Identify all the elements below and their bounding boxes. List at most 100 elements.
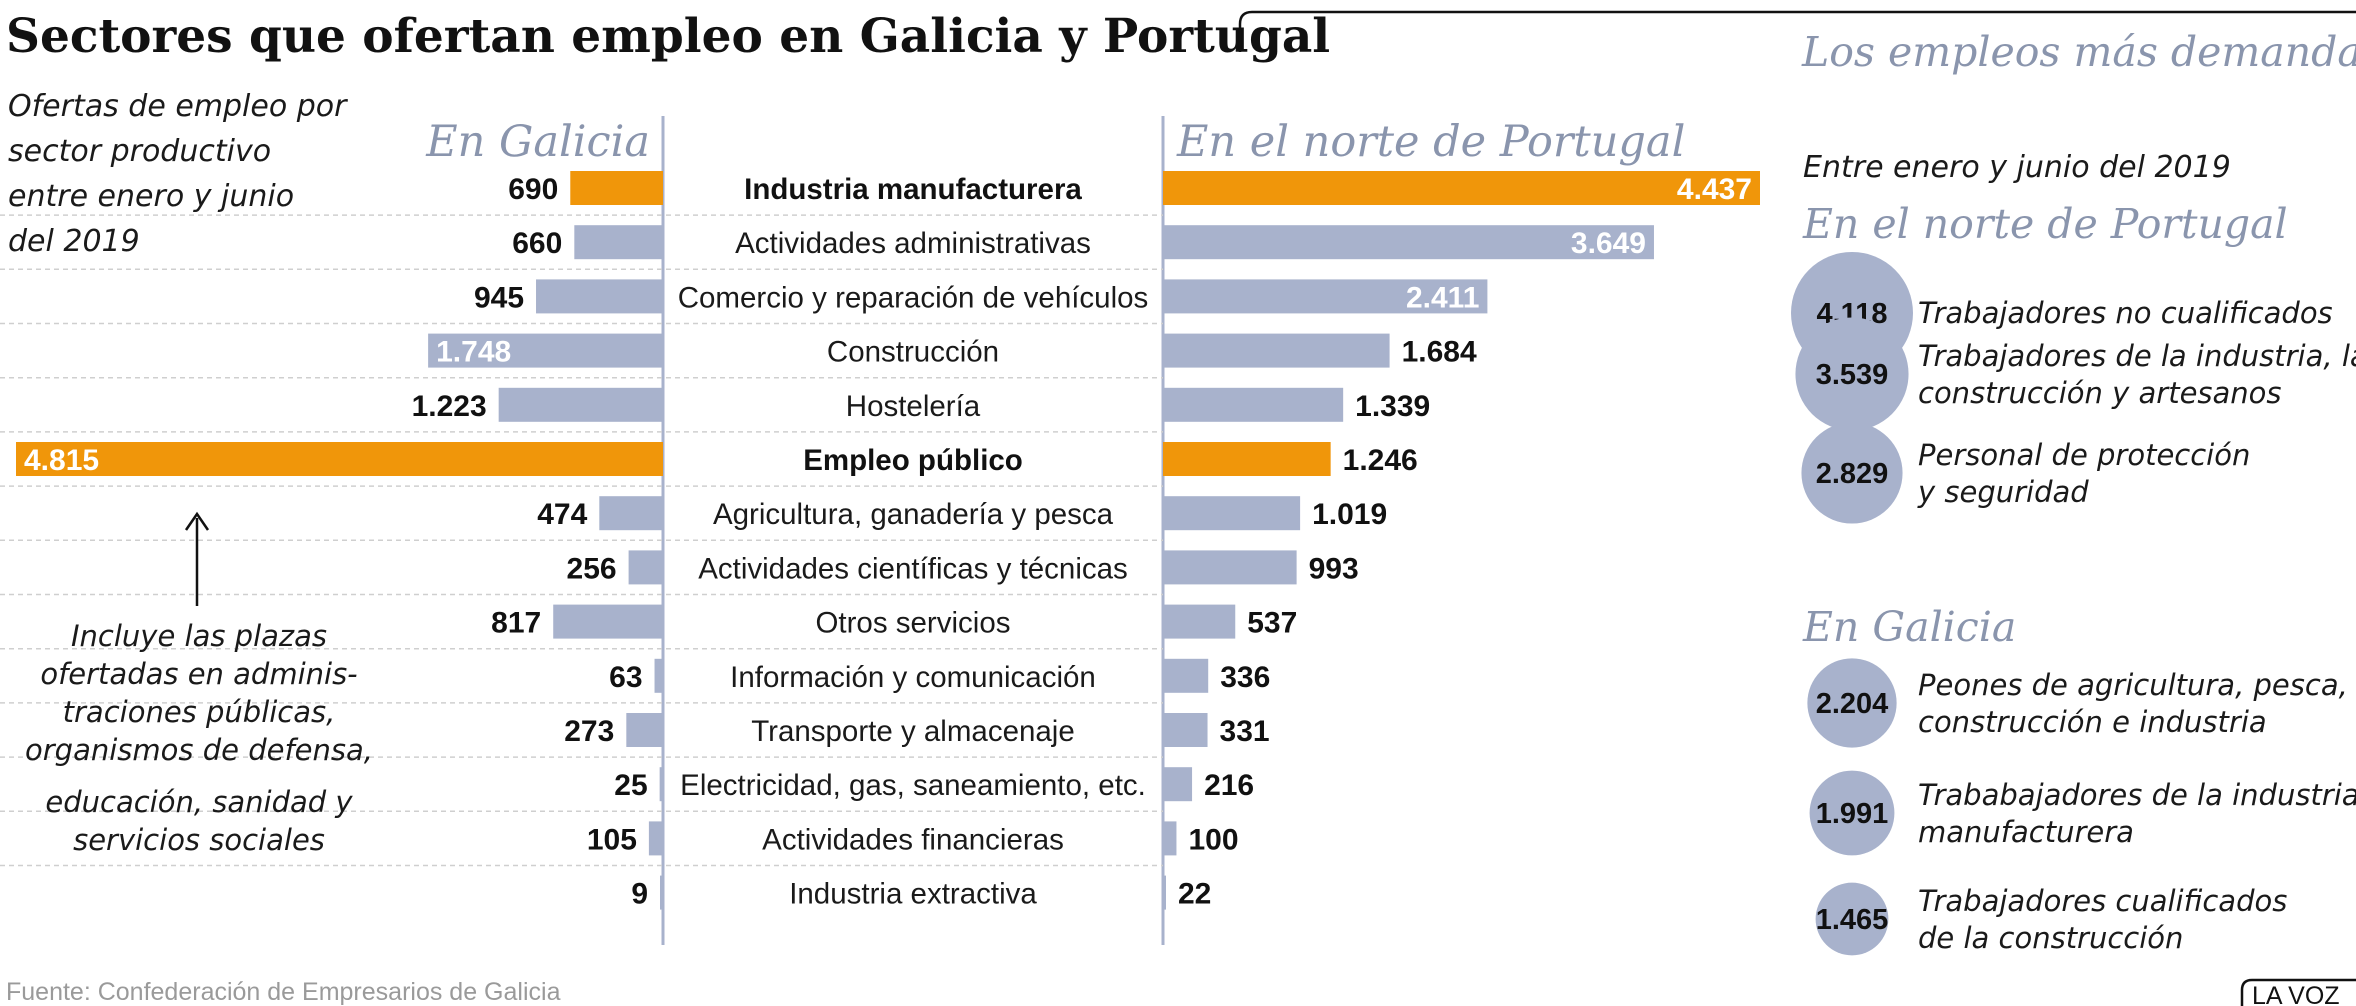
title-bracket <box>1238 10 2356 52</box>
category-label: Empleo público <box>803 444 1023 477</box>
annotation-line: organismos de defensa, <box>25 733 373 767</box>
value-label-galicia: 25 <box>614 769 647 802</box>
bar-portugal <box>1163 604 1236 639</box>
value-label-portugal: 1.339 <box>1355 390 1430 423</box>
bar-portugal <box>1163 821 1177 856</box>
value-label-galicia: 105 <box>587 823 637 856</box>
bar-portugal <box>1163 387 1344 422</box>
value-label-portugal: 3.649 <box>1571 227 1646 260</box>
value-label-portugal: 993 <box>1309 552 1359 585</box>
bubble-value-label: 1.991 <box>1816 798 1889 830</box>
category-label: Otros servicios <box>815 607 1010 640</box>
category-label: Comercio y reparación de vehículos <box>678 281 1149 314</box>
annotation-line: traciones públicas, <box>63 695 336 729</box>
category-label: Construcción <box>827 336 999 369</box>
value-label-galicia: 690 <box>508 173 558 206</box>
bar-portugal <box>1163 496 1301 531</box>
subtitle-line: del 2019 <box>8 224 140 259</box>
bubble-description: de la construcción <box>1918 921 2183 955</box>
value-label-portugal: 1.684 <box>1402 336 1477 369</box>
category-label: Agricultura, ganadería y pesca <box>713 498 1114 531</box>
bar-galicia <box>428 333 663 368</box>
bubble <box>1801 422 1903 524</box>
bar-galicia <box>626 713 663 747</box>
bubble-value-label: 2.204 <box>1816 688 1889 720</box>
bubble-description: Trabajadores de la industria, la <box>1918 339 2356 373</box>
bar-portugal <box>1163 279 1488 314</box>
left-series-header: En Galicia <box>425 117 650 167</box>
subtitle-line: entre enero y junio <box>8 179 294 214</box>
arrow-up-icon <box>184 511 210 531</box>
bar-portugal <box>1163 767 1193 802</box>
bubble-group-galicia-heading: En Galicia <box>1802 603 2016 651</box>
bubble <box>1795 317 1909 431</box>
category-label: Hostelería <box>846 390 981 423</box>
bar-galicia <box>599 496 663 531</box>
subtitle-line: sector productivo <box>8 134 271 169</box>
bubble <box>1807 658 1897 748</box>
bar-portugal <box>1163 225 1654 260</box>
bubble-group-portugal-heading: En el norte de Portugal <box>1802 200 2288 248</box>
bubble-description: y seguridad <box>1917 475 2089 509</box>
value-label-portugal: 216 <box>1204 769 1254 802</box>
value-label-galicia: 1.223 <box>412 390 487 423</box>
category-label: Información y comunicación <box>730 661 1096 694</box>
side-panel-title: Los empleos más demandados <box>1801 28 2356 76</box>
bar-portugal <box>1163 550 1297 585</box>
bubble-value-label: 1.465 <box>1816 904 1889 936</box>
bubble-description: construcción e industria <box>1918 705 2267 739</box>
brand-logo: LA VOZ <box>2252 982 2340 1006</box>
category-label: Industria extractiva <box>789 878 1037 911</box>
category-label: Actividades administrativas <box>735 227 1091 260</box>
bar-galicia <box>498 387 663 422</box>
value-label-portugal: 4.437 <box>1677 173 1752 206</box>
bar-portugal <box>1163 875 1166 910</box>
bubble <box>1809 770 1895 856</box>
value-label-portugal: 22 <box>1178 878 1211 911</box>
bubble-description: Peones de agricultura, pesca, <box>1918 668 2348 702</box>
category-label: Electricidad, gas, saneamiento, etc. <box>680 769 1146 802</box>
value-label-galicia: 9 <box>631 878 648 911</box>
bar-galicia <box>628 550 663 585</box>
bar-galicia <box>659 767 663 802</box>
value-label-portugal: 100 <box>1188 823 1238 856</box>
value-label-galicia: 660 <box>512 227 562 260</box>
category-label: Industria manufacturera <box>744 173 1082 206</box>
value-label-galicia: 817 <box>491 607 541 640</box>
bubble-description: manufacturera <box>1918 815 2134 849</box>
bubble-description: Trabajadores cualificados <box>1918 884 2287 918</box>
value-label-portugal: 537 <box>1247 607 1297 640</box>
value-label-galicia: 273 <box>564 715 614 748</box>
chart-title: Sectores que ofertan empleo en Galicia y… <box>6 9 1330 64</box>
category-label: Actividades científicas y técnicas <box>698 552 1128 585</box>
value-label-portugal: 1.019 <box>1312 498 1387 531</box>
right-series-header: En el norte de Portugal <box>1176 117 1685 167</box>
subtitle-line: Ofertas de empleo por <box>8 89 348 124</box>
bubble-list: 4.118 Trabajadores no cualificados3.539Tr… <box>1791 252 2356 956</box>
bar-portugal <box>1163 333 1390 368</box>
value-label-portugal: 1.246 <box>1343 444 1418 477</box>
value-label-galicia: 63 <box>609 661 642 694</box>
bar-portugal <box>1163 658 1209 693</box>
annotation-line: educación, sanidad y <box>45 785 353 819</box>
bar-galicia <box>570 171 663 205</box>
bar-galicia <box>654 658 663 693</box>
bubble-value-label: 3.539 <box>1816 359 1889 391</box>
bubble-description: Personal de protección <box>1918 438 2250 472</box>
value-label-galicia: 945 <box>474 281 524 314</box>
bubble <box>1815 882 1889 956</box>
value-label-portugal: 331 <box>1220 715 1270 748</box>
value-label-portugal: 336 <box>1220 661 1270 694</box>
side-panel-subtitle: Entre enero y junio del 2019 <box>1803 150 2231 185</box>
bar-portugal <box>1163 713 1208 747</box>
annotation-line: servicios sociales <box>73 823 325 857</box>
value-label-galicia: 4.815 <box>24 444 99 477</box>
bar-portugal <box>1163 442 1331 476</box>
source-note: Fuente: Confederación de Empresarios de … <box>6 978 561 1006</box>
value-label-portugal: 2.411 <box>1406 281 1479 314</box>
bubble-description: Trabajadores no cualificados <box>1918 296 2333 330</box>
bar-rows: 690 Industria manufacturera 4.437 660 Activi… <box>0 171 1760 911</box>
bar-galicia <box>574 225 663 260</box>
bar-portugal <box>1163 171 1760 205</box>
